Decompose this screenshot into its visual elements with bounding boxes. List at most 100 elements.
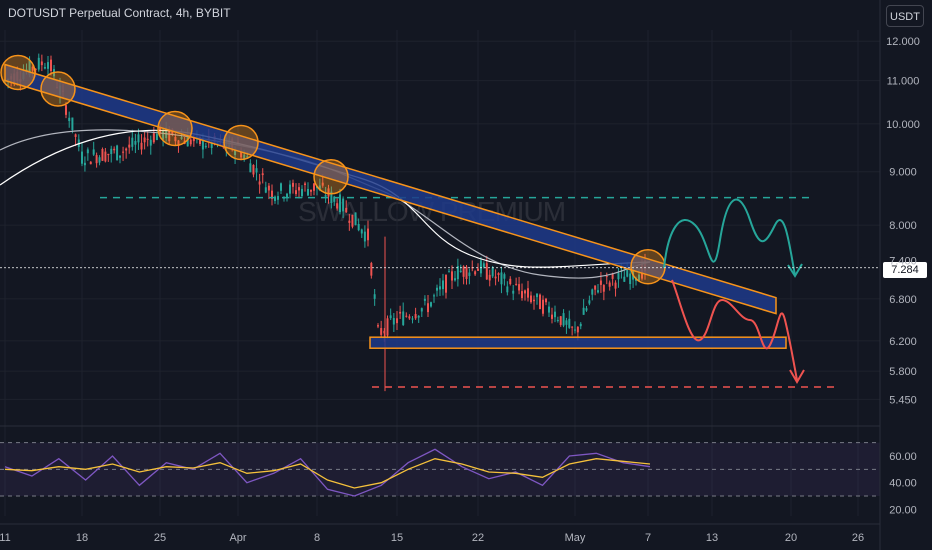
candle-body <box>500 272 503 285</box>
candle-body <box>37 57 40 70</box>
candle-body <box>321 182 324 186</box>
candle-body <box>140 142 143 150</box>
time-tick-label: 20 <box>785 532 797 544</box>
candle-body <box>383 330 386 334</box>
candle-body <box>86 149 89 154</box>
candle-body <box>411 318 414 320</box>
candle-body <box>89 161 92 165</box>
candle-body <box>113 148 116 151</box>
candle-body <box>456 265 459 280</box>
candle-body <box>536 293 538 298</box>
candle-body <box>301 188 303 197</box>
candle-body <box>134 140 137 145</box>
candle-body <box>445 275 447 293</box>
candle-body <box>261 173 264 176</box>
candle-body <box>405 315 408 317</box>
candle-body <box>377 325 379 327</box>
candle-body <box>521 291 523 299</box>
candle-body <box>122 151 125 153</box>
candle-body <box>162 130 165 140</box>
candle-body <box>152 133 155 143</box>
support-zone-rect <box>369 336 787 349</box>
price-tick-label: 5.450 <box>889 394 917 406</box>
candle-body <box>530 295 532 303</box>
trendline-touch-circle <box>223 124 259 161</box>
candle-body <box>348 220 351 223</box>
candle-body <box>252 165 255 175</box>
candle-body <box>576 326 579 333</box>
bearish-arrow-head <box>789 369 805 384</box>
candle-body <box>545 298 547 303</box>
time-tick-label: 26 <box>852 532 864 544</box>
candle-body <box>442 280 444 290</box>
candle-body <box>551 314 553 319</box>
candle-body <box>199 136 201 145</box>
time-tick-label: 25 <box>154 532 166 544</box>
candle-body <box>274 196 276 201</box>
candle-body <box>333 196 336 202</box>
candle-body <box>83 162 86 166</box>
candle-body <box>210 142 213 148</box>
candle-body <box>427 303 429 313</box>
candle-body <box>289 184 291 194</box>
candle-body <box>623 276 626 282</box>
candle-body <box>515 283 518 285</box>
candle-body <box>255 168 258 173</box>
candle-body <box>307 189 309 196</box>
candle-body <box>539 294 541 310</box>
last-price-badge: 7.284 <box>883 262 927 278</box>
candle-body <box>360 229 363 234</box>
candle-body <box>131 137 134 147</box>
candle-body <box>34 68 37 70</box>
rsi-tick-label: 20.00 <box>889 504 917 516</box>
trendline-touch-circle <box>40 71 76 107</box>
candle-body <box>249 163 252 173</box>
candle-body <box>234 149 237 156</box>
time-tick-label: 8 <box>314 532 320 544</box>
candle-body <box>101 148 104 161</box>
candle-body <box>246 156 249 158</box>
candle-body <box>74 134 77 137</box>
candle-body <box>204 145 207 148</box>
trendline-touch-circle <box>313 159 349 195</box>
candle-body <box>399 311 402 314</box>
candle-body <box>116 145 119 161</box>
candle-body <box>304 183 306 186</box>
time-tick-label: 13 <box>706 532 718 544</box>
candle-body <box>104 151 107 162</box>
candle-body <box>243 154 246 160</box>
candle-body <box>280 183 282 191</box>
candle-body <box>137 134 140 143</box>
candle-body <box>258 181 261 185</box>
candle-body <box>363 231 366 242</box>
candle-body <box>477 268 479 271</box>
candle-body <box>367 228 369 241</box>
candle-body <box>330 191 333 204</box>
candle-body <box>98 157 101 163</box>
candle-body <box>518 284 521 291</box>
price-tick-label: 8.000 <box>889 220 917 232</box>
candle-body <box>430 302 432 307</box>
candle-body <box>571 326 574 328</box>
candle-body <box>617 273 620 280</box>
time-tick-label: 7 <box>645 532 651 544</box>
currency-selector-button[interactable]: USDT <box>886 5 924 27</box>
chart-title: DOTUSDT Perpetual Contract, 4h, BYBIT <box>8 6 231 20</box>
candle-body <box>324 195 327 197</box>
candle-body <box>602 285 605 292</box>
candle-body <box>28 60 31 76</box>
time-tick-label: 22 <box>472 532 484 544</box>
candle-body <box>295 190 297 195</box>
candle-body <box>125 148 128 151</box>
candle-body <box>408 316 411 319</box>
candle-body <box>267 185 270 191</box>
candle-body <box>585 308 588 311</box>
candle-body <box>336 203 339 209</box>
candle-body <box>594 285 597 290</box>
candle-body <box>292 182 294 187</box>
candle-body <box>50 59 52 71</box>
candle-body <box>380 328 383 335</box>
trendline-touch-circle <box>0 54 36 91</box>
